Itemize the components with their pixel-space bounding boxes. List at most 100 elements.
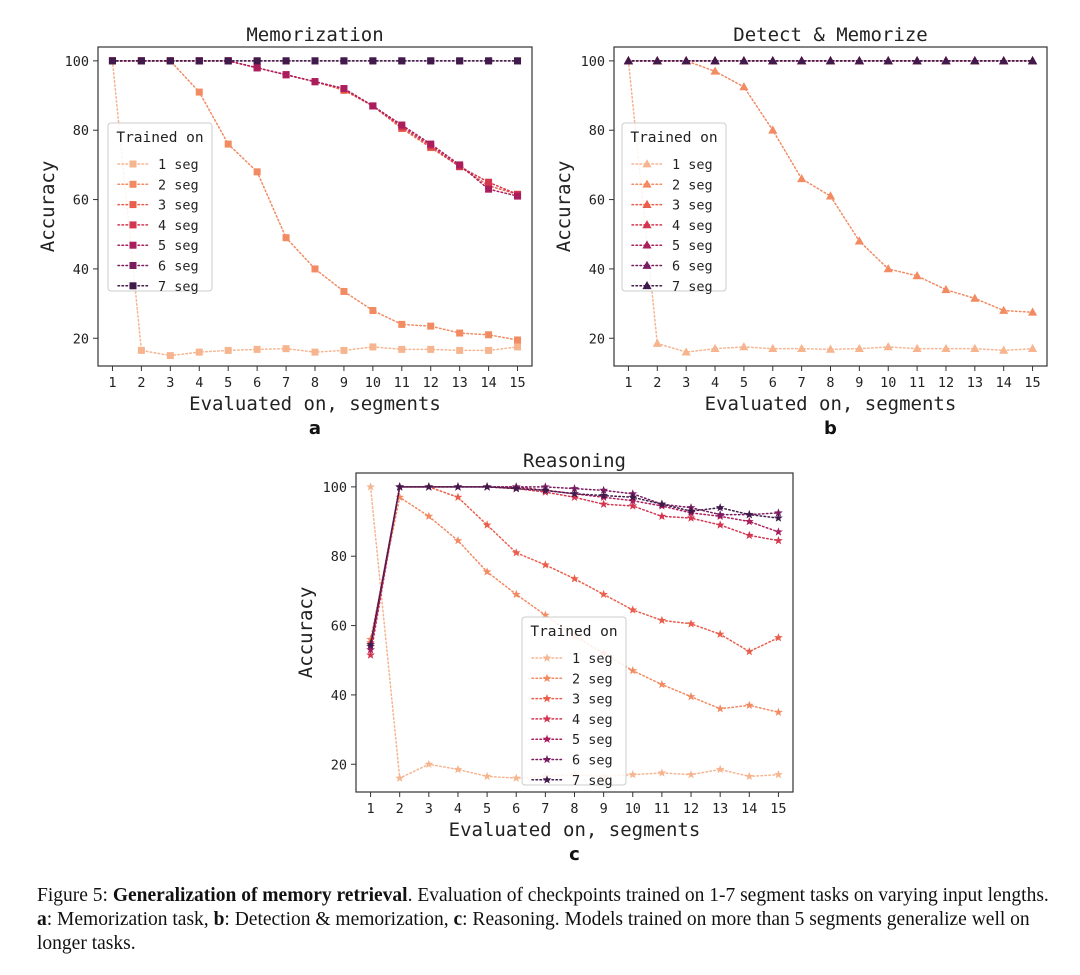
data-point — [825, 191, 836, 200]
data-point — [311, 265, 319, 273]
data-point — [224, 346, 232, 354]
data-point — [453, 536, 463, 545]
data-point — [453, 764, 463, 774]
x-tick-label: 13 — [967, 375, 983, 391]
data-point — [570, 492, 579, 501]
data-point — [715, 503, 725, 512]
legend-marker — [542, 734, 552, 743]
legend-entry: 2 seg — [572, 671, 613, 687]
series-line — [627, 60, 1034, 353]
x-tick-label: 13 — [452, 375, 468, 391]
x-tick-label: 14 — [996, 375, 1012, 391]
data-point — [912, 271, 922, 280]
legend-marker — [129, 221, 137, 229]
data-point — [686, 506, 696, 515]
data-point — [398, 345, 406, 353]
chart-title: Detect & Memorize — [733, 24, 927, 46]
x-tick-label: 8 — [570, 801, 578, 817]
x-tick-label: 9 — [340, 375, 348, 391]
panel-label: b — [824, 418, 837, 439]
data-point — [599, 485, 609, 495]
x-tick-label: 5 — [740, 375, 748, 391]
x-axis-label: Evaluated on, segments — [705, 393, 957, 415]
data-point — [511, 484, 521, 493]
data-point — [369, 307, 377, 315]
data-point — [453, 482, 463, 491]
legend-title: Trained on — [530, 624, 617, 640]
legend-entry: 3 seg — [672, 198, 713, 214]
legend-entry: 2 seg — [158, 177, 199, 193]
series-7-seg — [366, 482, 783, 649]
legend-entry: 1 seg — [572, 651, 613, 667]
data-point — [1028, 56, 1038, 65]
data-point — [999, 56, 1009, 65]
data-point — [514, 343, 522, 351]
y-tick-label: 60 — [331, 619, 347, 635]
x-tick-label: 4 — [711, 375, 719, 391]
data-point — [195, 88, 203, 96]
x-tick-label: 10 — [880, 375, 896, 391]
legend-entry: 3 seg — [158, 198, 199, 214]
data-point — [652, 338, 662, 347]
data-point — [628, 496, 638, 505]
x-tick-label: 6 — [769, 375, 777, 391]
data-point — [485, 346, 493, 354]
data-point — [311, 348, 319, 356]
data-point — [628, 492, 638, 501]
x-tick-label: 13 — [712, 801, 728, 817]
data-point — [282, 234, 290, 242]
legend-entry: 5 seg — [572, 732, 613, 748]
data-point — [657, 499, 667, 508]
data-point — [137, 346, 145, 354]
data-point — [511, 589, 521, 599]
data-point — [883, 342, 893, 351]
x-tick-label: 8 — [826, 375, 834, 391]
data-point — [514, 57, 522, 65]
chart-title: Reasoning — [523, 450, 626, 472]
x-tick-label: 11 — [394, 375, 410, 391]
data-point — [456, 161, 464, 169]
y-tick-label: 80 — [589, 123, 605, 139]
data-point — [395, 492, 405, 501]
data-point — [253, 168, 261, 176]
data-point — [715, 704, 725, 713]
caption-figure-label: Figure 5: — [37, 885, 108, 906]
x-tick-label: 1 — [624, 375, 632, 391]
legend-marker — [642, 179, 652, 188]
legend-title: Trained on — [116, 130, 203, 146]
data-point — [166, 352, 174, 360]
data-point — [570, 489, 579, 498]
legend-entry: 6 seg — [572, 753, 613, 769]
caption-b-label: b — [213, 909, 225, 930]
legend-entry: 7 seg — [158, 279, 199, 295]
y-tick-label: 20 — [331, 757, 347, 773]
caption-a-text: : Memorization task, — [46, 909, 214, 930]
data-point — [395, 482, 405, 491]
data-point — [628, 666, 638, 675]
data-point — [195, 57, 203, 65]
legend-entry: 2 seg — [672, 177, 713, 193]
y-tick-label: 100 — [65, 54, 89, 70]
data-point — [398, 121, 406, 129]
y-tick-label: 100 — [581, 54, 605, 70]
x-tick-label: 4 — [454, 801, 462, 817]
data-point — [774, 633, 783, 642]
data-point — [366, 645, 375, 654]
data-point — [623, 56, 633, 65]
legend-marker — [642, 159, 652, 168]
data-point — [398, 320, 406, 328]
legend-entry: 4 seg — [158, 218, 199, 234]
series-7-seg — [623, 56, 1038, 65]
data-point — [628, 605, 638, 614]
data-point — [657, 768, 667, 777]
data-point — [340, 287, 348, 295]
data-point — [999, 305, 1009, 314]
x-tick-label: 14 — [480, 375, 496, 391]
data-point — [854, 56, 864, 65]
data-point — [456, 57, 464, 65]
data-point — [369, 57, 377, 65]
legend: Trained on 1 seg 2 seg 3 seg 4 seg 5 seg 6 seg… — [521, 616, 627, 789]
y-tick-label: 20 — [73, 331, 89, 347]
legend-marker — [129, 160, 137, 168]
